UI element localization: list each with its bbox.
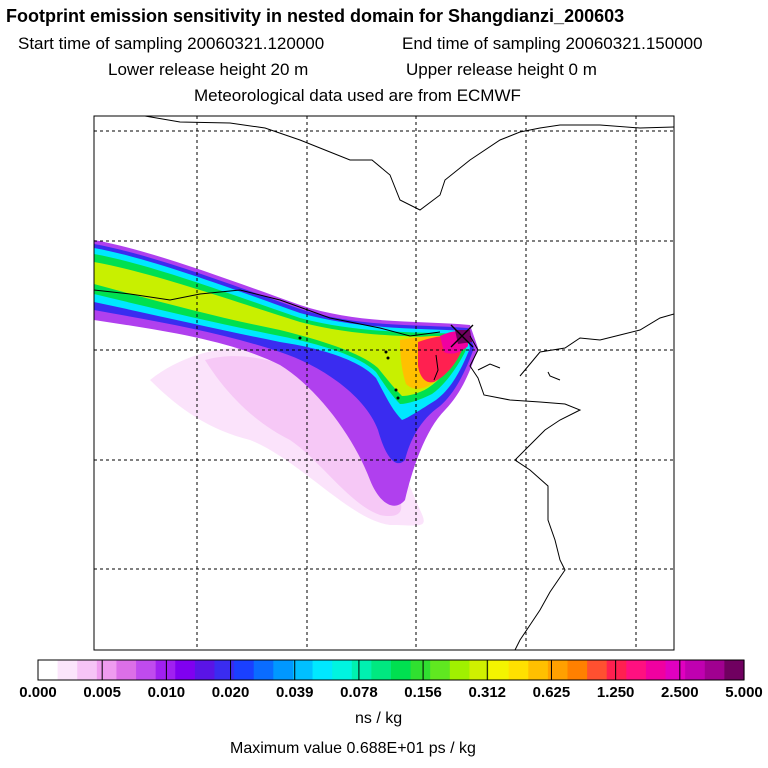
colorbar-cell [489, 660, 510, 680]
colorbar [37, 659, 745, 681]
colorbar-cell [194, 660, 216, 680]
colorbar-cell [567, 660, 588, 680]
colorbar-cell [645, 660, 667, 680]
start-time: Start time of sampling 20060321.120000 [18, 34, 325, 53]
colorbar-cell [136, 660, 157, 680]
colorbar-cell [626, 660, 647, 680]
plume-pink-halo [205, 356, 402, 517]
colorbar-cell [351, 660, 372, 680]
colorbar-cell [312, 660, 333, 680]
tick-label: 0.020 [211, 684, 250, 701]
colorbar-cell [528, 660, 549, 680]
met-data-source: Meteorological data used are from ECMWF [194, 86, 521, 105]
colorbar-cell [547, 660, 569, 680]
colorbar-cell [410, 660, 431, 680]
tick-label: 0.625 [532, 684, 571, 701]
colorbar-cell [606, 660, 627, 680]
receptor-marker [450, 324, 474, 348]
tick-label: 0.005 [83, 684, 121, 701]
lat-lon-grid [94, 116, 674, 650]
colorbar-cell [253, 660, 274, 680]
coastlines [94, 116, 674, 650]
footprint-map [93, 115, 675, 651]
colorbar-cell [391, 660, 412, 680]
colorbar-cell [704, 660, 725, 680]
colorbar-cell [96, 660, 118, 680]
colorbar-cell [234, 660, 255, 680]
colorbar-cell [214, 660, 235, 680]
maximum-value: Maximum value 0.688E+01 ps / kg [230, 740, 476, 757]
colorbar-cell [57, 660, 78, 680]
colorbar-cell [430, 660, 451, 680]
colorbar-cell [724, 660, 745, 680]
colorbar-cell [273, 660, 294, 680]
colorbar-cell [116, 660, 137, 680]
colorbar-cell [469, 660, 490, 680]
tick-label: 2.500 [661, 684, 699, 701]
colorbar-cells [38, 660, 745, 680]
plot-title: Footprint emission sensitivity in nested… [6, 6, 625, 26]
tick-label: 5.000 [725, 684, 763, 701]
colorbar-unit: ns / kg [355, 710, 403, 727]
colorbar-cell [665, 660, 686, 680]
colorbar-tick-marks [37, 660, 745, 680]
colorbar-cell [371, 660, 392, 680]
lower-release-height: Lower release height 20 m [108, 60, 309, 79]
end-time: End time of sampling 20060321.150000 [402, 34, 703, 53]
colorbar-cell [155, 660, 176, 680]
tick-label: 0.000 [19, 684, 57, 701]
tick-label: 0.039 [275, 684, 314, 701]
colorbar-cell [449, 660, 471, 680]
tick-label: 0.010 [147, 684, 186, 701]
colorbar-cell [685, 660, 706, 680]
upper-release-height: Upper release height 0 m [406, 60, 597, 79]
colorbar-cell [332, 660, 353, 680]
tick-label: 0.078 [340, 684, 378, 701]
map-frame [93, 115, 675, 651]
colorbar-cell [175, 660, 196, 680]
colorbar-cell [508, 660, 529, 680]
islands [298, 336, 400, 400]
colorbar-cell [587, 660, 608, 680]
tick-label: 1.250 [596, 684, 635, 701]
colorbar-cell [38, 660, 59, 680]
plume-yellowgreen [94, 262, 460, 396]
colorbar-cell [77, 660, 98, 680]
tick-label: 0.312 [468, 684, 507, 701]
colorbar-cell [292, 660, 314, 680]
tick-label: 0.156 [404, 684, 442, 701]
